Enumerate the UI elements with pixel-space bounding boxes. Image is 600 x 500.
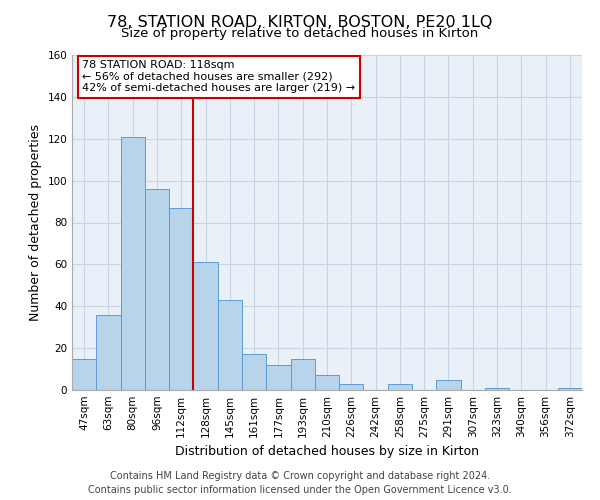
Bar [72,358,96,390]
Text: Size of property relative to detached houses in Kirton: Size of property relative to detached ho… [121,28,479,40]
Text: 78, STATION ROAD, KIRTON, BOSTON, PE20 1LQ: 78, STATION ROAD, KIRTON, BOSTON, PE20 1… [107,15,493,30]
Text: Contains HM Land Registry data © Crown copyright and database right 2024.
Contai: Contains HM Land Registry data © Crown c… [88,471,512,495]
Bar [121,136,145,390]
Bar [96,314,121,390]
Text: 78 STATION ROAD: 118sqm
← 56% of detached houses are smaller (292)
42% of semi-d: 78 STATION ROAD: 118sqm ← 56% of detache… [82,60,355,93]
Bar [193,262,218,390]
X-axis label: Distribution of detached houses by size in Kirton: Distribution of detached houses by size … [175,446,479,458]
Bar [218,300,242,390]
Bar [169,208,193,390]
Bar [485,388,509,390]
Bar [242,354,266,390]
Bar [266,365,290,390]
Bar [145,189,169,390]
Bar [558,388,582,390]
Y-axis label: Number of detached properties: Number of detached properties [29,124,42,321]
Bar [388,384,412,390]
Bar [315,376,339,390]
Bar [436,380,461,390]
Bar [290,358,315,390]
Bar [339,384,364,390]
